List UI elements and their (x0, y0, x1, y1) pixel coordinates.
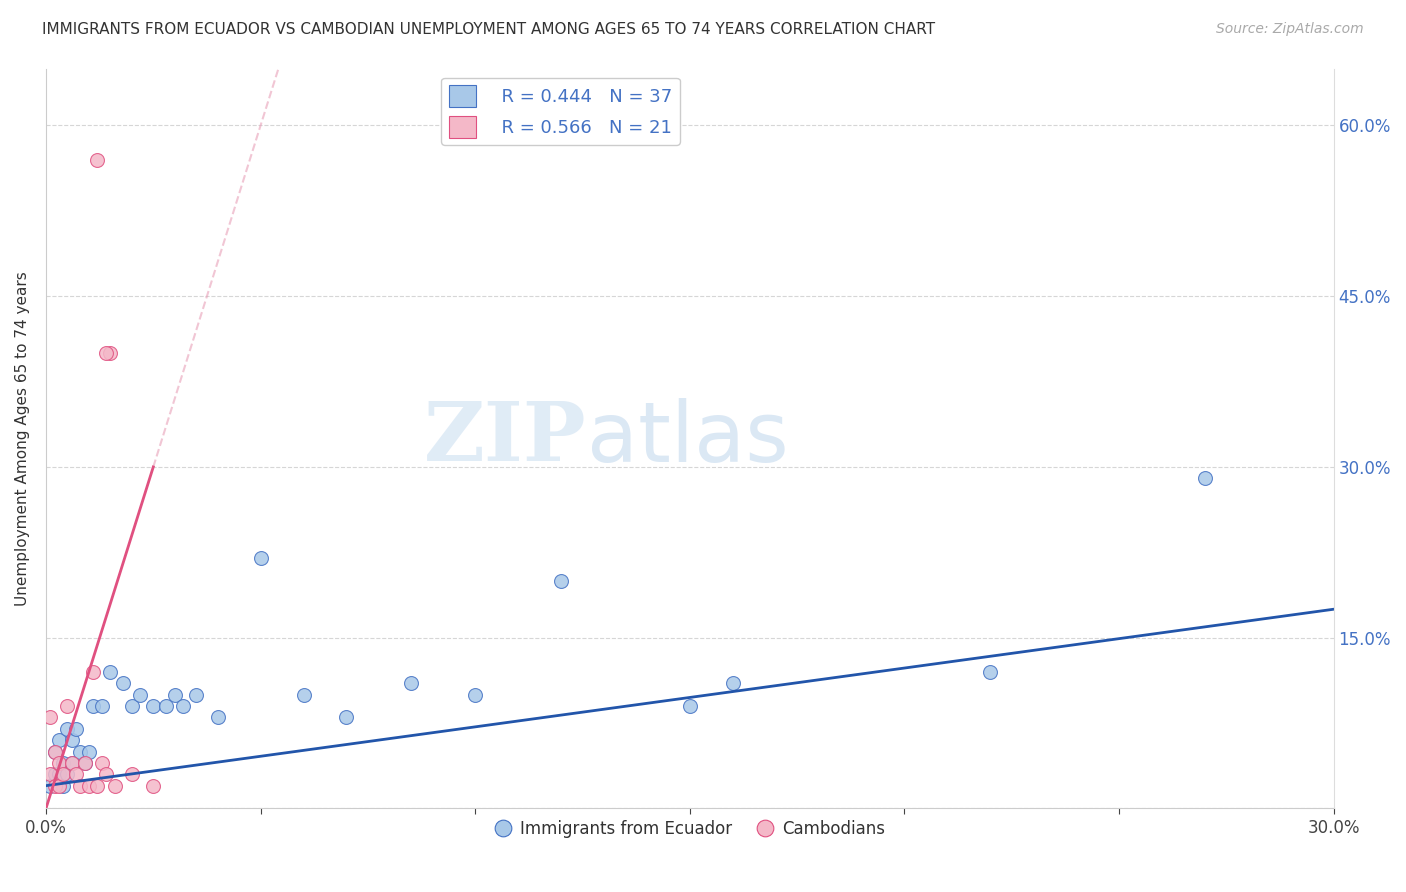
Point (69, 745, 91, 759)
Text: Source: ZipAtlas.com: Source: ZipAtlas.com (1216, 22, 1364, 37)
Point (44, 767, 66, 781)
Point (94, 346, 117, 360)
Point (679, 698, 702, 713)
Point (979, 665, 1001, 679)
Point (77, 779, 100, 793)
Point (129, 688, 152, 702)
Point (48, 779, 70, 793)
Point (121, 767, 143, 781)
Point (60, 733, 83, 747)
Point (56, 722, 79, 736)
Point (65, 722, 87, 736)
Point (48, 733, 70, 747)
Text: atlas: atlas (586, 398, 789, 479)
Point (121, 698, 143, 713)
Point (172, 698, 194, 713)
Point (399, 676, 422, 690)
Point (52, 779, 75, 793)
Point (86, 153, 108, 167)
Point (155, 698, 177, 713)
Point (186, 688, 208, 702)
Point (39, 767, 62, 781)
Y-axis label: Unemployment Among Ages 65 to 74 years: Unemployment Among Ages 65 to 74 years (15, 271, 30, 606)
Point (60, 756, 83, 770)
Point (142, 779, 165, 793)
Point (112, 676, 135, 690)
Point (292, 688, 315, 702)
Point (65, 767, 87, 781)
Point (56, 698, 79, 713)
Point (90, 698, 112, 713)
Point (48, 767, 70, 781)
Point (550, 574, 572, 588)
Point (721, 676, 744, 690)
Point (82, 698, 104, 713)
Point (39, 779, 62, 793)
Point (69, 779, 91, 793)
Point (249, 551, 271, 566)
Point (464, 688, 486, 702)
Point (48, 756, 70, 770)
Point (94, 767, 117, 781)
Point (52, 767, 75, 781)
Point (82, 665, 104, 679)
Point (90, 756, 112, 770)
Point (44, 779, 66, 793)
Point (52, 756, 75, 770)
Point (86, 779, 108, 793)
Text: IMMIGRANTS FROM ECUADOR VS CAMBODIAN UNEMPLOYMENT AMONG AGES 65 TO 74 YEARS CORR: IMMIGRANTS FROM ECUADOR VS CAMBODIAN UNE… (42, 22, 935, 37)
Point (44, 745, 66, 759)
Point (39, 710, 62, 724)
Point (73, 756, 96, 770)
Point (142, 698, 165, 713)
Point (163, 688, 186, 702)
Point (98, 346, 121, 360)
Point (73, 756, 96, 770)
Point (1194, 471, 1216, 485)
Point (98, 665, 121, 679)
Point (77, 745, 100, 759)
Point (104, 779, 127, 793)
Point (60, 756, 83, 770)
Legend: Immigrants from Ecuador, Cambodians: Immigrants from Ecuador, Cambodians (488, 814, 891, 845)
Point (207, 710, 229, 724)
Point (335, 710, 357, 724)
Point (56, 767, 79, 781)
Point (44, 745, 66, 759)
Text: ZIP: ZIP (425, 399, 586, 478)
